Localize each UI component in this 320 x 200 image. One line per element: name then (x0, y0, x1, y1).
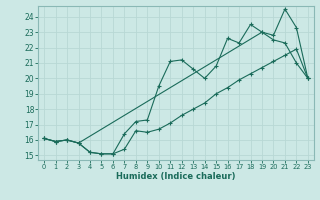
X-axis label: Humidex (Indice chaleur): Humidex (Indice chaleur) (116, 172, 236, 181)
